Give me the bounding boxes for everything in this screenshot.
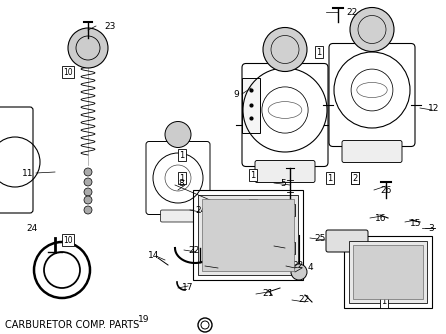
Text: 25: 25 — [314, 233, 326, 242]
Text: 1: 1 — [381, 298, 387, 307]
Circle shape — [165, 122, 191, 148]
Circle shape — [84, 206, 92, 214]
FancyBboxPatch shape — [329, 43, 415, 147]
FancyBboxPatch shape — [161, 210, 197, 222]
Circle shape — [84, 168, 92, 176]
Text: 1: 1 — [250, 170, 256, 179]
Text: 17: 17 — [182, 284, 194, 293]
Text: 22: 22 — [298, 296, 309, 305]
Text: 1: 1 — [352, 173, 358, 182]
Text: 1: 1 — [289, 205, 293, 214]
Text: 9: 9 — [233, 90, 239, 99]
Text: 24: 24 — [195, 205, 206, 214]
Bar — [242, 78, 260, 133]
Text: 11: 11 — [22, 168, 33, 177]
Text: 22: 22 — [346, 7, 357, 16]
Circle shape — [263, 27, 307, 71]
Bar — [193, 190, 303, 280]
Text: 1: 1 — [179, 173, 185, 182]
Text: 10: 10 — [63, 67, 73, 76]
Text: 16: 16 — [375, 213, 387, 222]
FancyBboxPatch shape — [146, 142, 210, 214]
Text: 14: 14 — [148, 252, 159, 261]
Circle shape — [84, 178, 92, 186]
Text: 1: 1 — [250, 200, 256, 209]
Text: 26: 26 — [380, 185, 392, 194]
FancyBboxPatch shape — [342, 141, 402, 163]
Text: 22: 22 — [292, 262, 303, 271]
Text: 24: 24 — [26, 223, 37, 232]
FancyBboxPatch shape — [326, 230, 368, 252]
Circle shape — [350, 7, 394, 51]
Bar — [349, 241, 427, 303]
Text: 4: 4 — [308, 264, 314, 273]
Text: 1: 1 — [316, 47, 322, 56]
Text: 19: 19 — [138, 316, 149, 325]
Text: 22: 22 — [188, 245, 199, 255]
Text: 1: 1 — [179, 151, 185, 160]
Text: 24: 24 — [210, 262, 221, 271]
Bar — [202, 199, 294, 271]
Text: 8: 8 — [178, 178, 184, 187]
FancyBboxPatch shape — [242, 63, 328, 167]
Text: CARBURETOR COMP. PARTS: CARBURETOR COMP. PARTS — [5, 320, 139, 330]
Text: 15: 15 — [410, 218, 421, 227]
Text: 12: 12 — [428, 104, 439, 113]
Bar — [344, 236, 432, 308]
Bar — [198, 195, 298, 275]
Bar — [353, 245, 423, 299]
Circle shape — [68, 28, 108, 68]
Text: 23: 23 — [104, 21, 116, 30]
FancyBboxPatch shape — [255, 161, 315, 182]
Text: 6: 6 — [280, 241, 286, 250]
Text: 21: 21 — [262, 290, 273, 299]
Text: 5: 5 — [280, 178, 286, 187]
Text: 1: 1 — [289, 243, 293, 253]
Text: 1: 1 — [327, 173, 333, 182]
Text: 3: 3 — [428, 223, 434, 232]
Circle shape — [291, 264, 307, 280]
Text: 2: 2 — [352, 173, 358, 182]
FancyBboxPatch shape — [0, 107, 33, 213]
Circle shape — [84, 196, 92, 204]
Text: 10: 10 — [63, 235, 73, 244]
Circle shape — [84, 188, 92, 196]
